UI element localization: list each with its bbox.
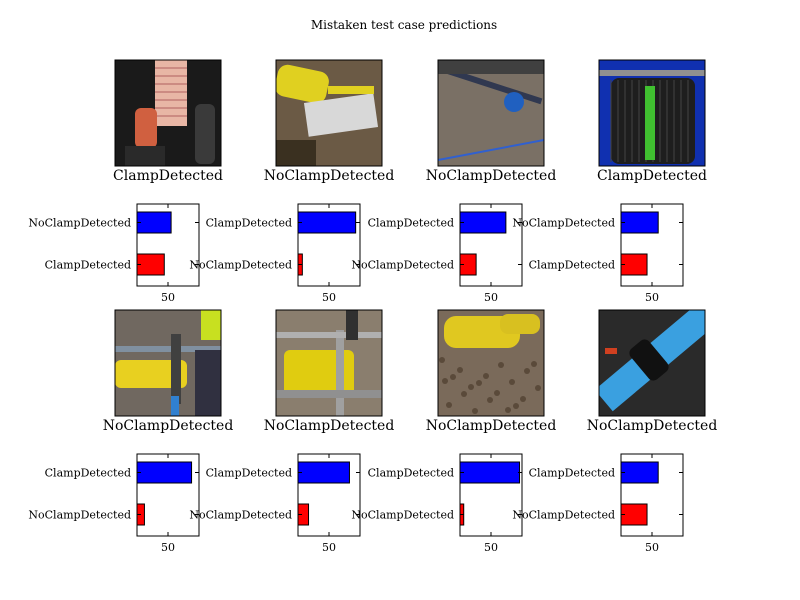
category-tick-label: NoClampDetected (189, 509, 292, 522)
prediction-panel: NoClampDetected ClampDetected NoClampDetec… (189, 59, 395, 304)
prediction-panel: NoClampDetected ClampDetected NoClampDetec… (512, 309, 718, 554)
x-tick-label: 50 (484, 291, 498, 304)
probability-bar (620, 461, 659, 484)
true-label-caption: ClampDetected (113, 168, 223, 184)
category-tick-label: ClampDetected (368, 217, 454, 230)
category-tick-label: ClampDetected (45, 467, 131, 480)
photo-black-coiled-pipe-green-tape-image (598, 59, 706, 167)
x-tick-label: 50 (161, 291, 175, 304)
category-tick-label: ClampDetected (206, 217, 292, 230)
probability-bar (459, 211, 507, 234)
x-tick-label: 50 (322, 541, 336, 554)
category-tick-label: NoClampDetected (28, 217, 131, 230)
probability-bar (136, 211, 172, 234)
photo-yellow-machine-metal-frame-image (275, 309, 383, 417)
prediction-panel: NoClampDetected ClampDetected NoClampDetec… (189, 309, 395, 554)
true-label-caption: NoClampDetected (103, 418, 234, 434)
photo-blue-valve-in-soil-image (437, 59, 545, 167)
true-label-caption: ClampDetected (597, 168, 707, 184)
x-tick-label: 50 (645, 291, 659, 304)
category-tick-label: ClampDetected (206, 467, 292, 480)
prediction-panel: ClampDetected NoClampDetected ClampDetecte… (28, 59, 223, 304)
category-tick-label: NoClampDetected (28, 509, 131, 522)
true-label-caption: NoClampDetected (426, 418, 557, 434)
probability-bar (620, 211, 659, 234)
probability-bar (136, 461, 193, 484)
photo-yellow-pipe-fitting-tools-image (275, 59, 383, 167)
category-tick-label: NoClampDetected (512, 217, 615, 230)
category-tick-label: NoClampDetected (351, 259, 454, 272)
true-label-caption: NoClampDetected (587, 418, 718, 434)
true-label-caption: NoClampDetected (426, 168, 557, 184)
probability-bar (459, 461, 521, 484)
probability-bar (297, 211, 357, 234)
prediction-panel: ClampDetected NoClampDetected ClampDetecte… (512, 59, 707, 304)
category-tick-label: ClampDetected (45, 259, 131, 272)
category-tick-label: NoClampDetected (512, 509, 615, 522)
category-tick-label: ClampDetected (529, 467, 615, 480)
true-label-caption: NoClampDetected (264, 418, 395, 434)
prediction-panel: NoClampDetected ClampDetected NoClampDetec… (351, 59, 557, 304)
x-tick-label: 50 (161, 541, 175, 554)
category-tick-label: ClampDetected (529, 259, 615, 272)
photo-yellow-clamp-with-metal-rig-image (114, 309, 222, 417)
category-tick-label: NoClampDetected (351, 509, 454, 522)
photo-brick-wall-with-cables-image (114, 59, 222, 167)
x-tick-label: 50 (322, 291, 336, 304)
panels-group: ClampDetectedNoClampDetectedClampDetecte… (28, 59, 718, 554)
probability-bar (136, 253, 165, 276)
probability-bar (297, 461, 350, 484)
figure-title: Mistaken test case predictions (311, 18, 497, 32)
x-tick-label: 50 (484, 541, 498, 554)
photo-blue-pipe-black-coupling-image (598, 309, 706, 417)
photo-yellow-tool-on-gravel-image (437, 309, 545, 417)
prediction-panel: NoClampDetected ClampDetected NoClampDetec… (351, 309, 557, 554)
prediction-panel: NoClampDetected ClampDetected NoClampDetec… (28, 309, 234, 554)
category-tick-label: ClampDetected (368, 467, 454, 480)
true-label-caption: NoClampDetected (264, 168, 395, 184)
category-tick-label: NoClampDetected (189, 259, 292, 272)
x-tick-label: 50 (645, 541, 659, 554)
